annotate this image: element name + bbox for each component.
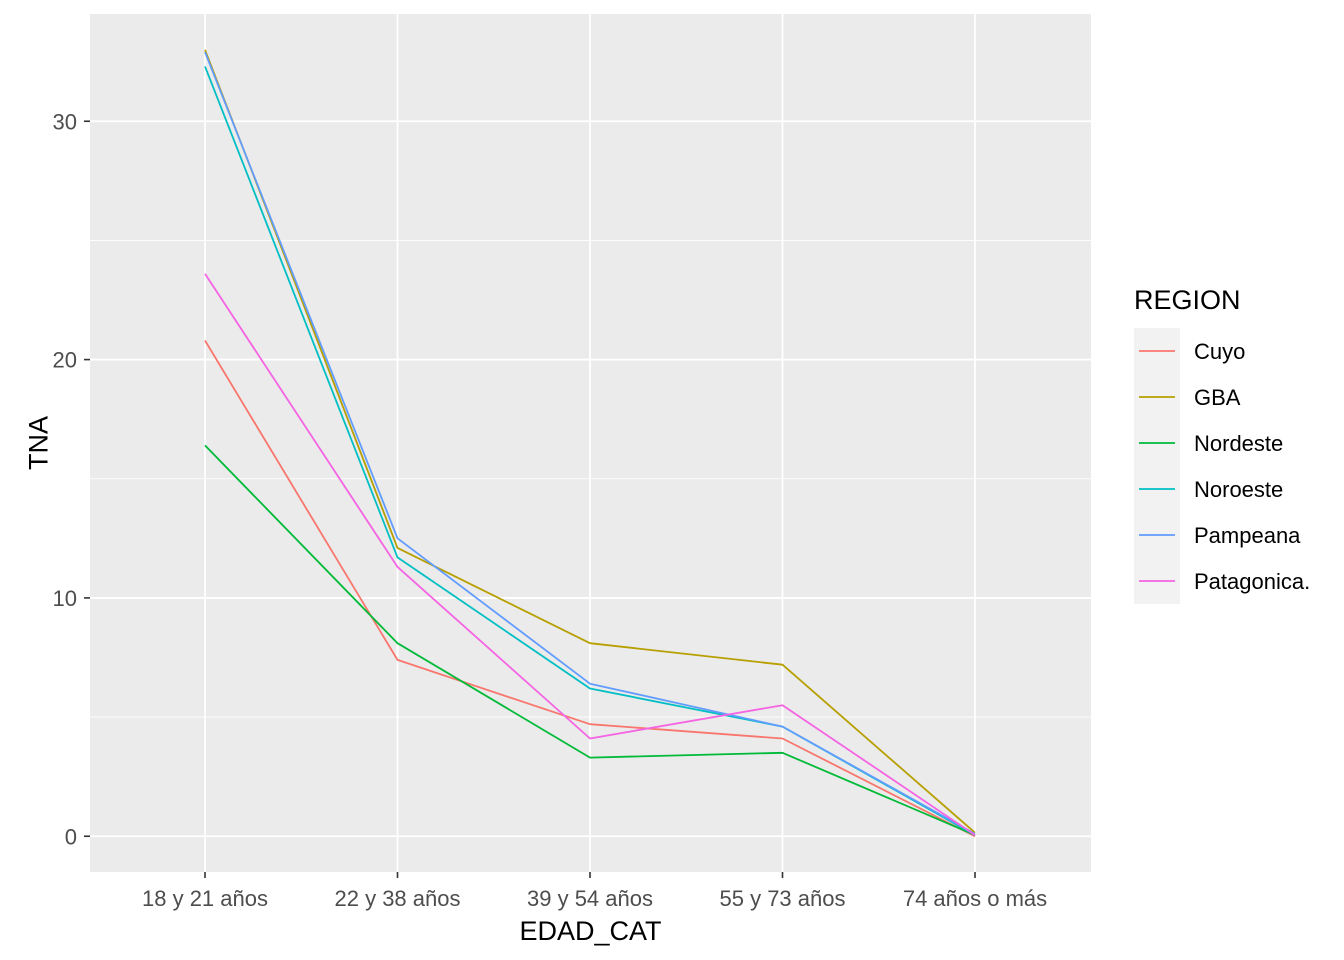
legend-label: Cuyo <box>1194 339 1245 364</box>
legend: REGION Cuyo GBA Nordeste Noroeste Pampeana Pa… <box>1134 285 1310 604</box>
y-axis-title: TNA <box>23 416 53 470</box>
series-lines <box>204 49 976 838</box>
y-axis: 0 10 20 30 <box>53 109 90 849</box>
y-tick-label: 30 <box>53 109 77 134</box>
major-gridlines <box>90 14 1091 872</box>
x-tick-label: 39 y 54 años <box>527 886 653 911</box>
series-line-nordeste <box>204 444 976 836</box>
x-tick-label: 55 y 73 años <box>720 886 846 911</box>
x-tick-label: 22 y 38 años <box>335 886 461 911</box>
x-axis: 18 y 21 años 22 y 38 años 39 y 54 años 55 y… <box>142 872 1047 911</box>
x-tick-label: 74 años o más <box>903 886 1047 911</box>
x-tick-label: 18 y 21 años <box>142 886 268 911</box>
y-tick-label: 20 <box>53 348 77 373</box>
legend-title: REGION <box>1134 285 1241 315</box>
x-axis-title: EDAD_CAT <box>519 916 661 946</box>
y-tick-label: 0 <box>65 824 77 849</box>
y-tick-label: 10 <box>53 586 77 611</box>
legend-label: Nordeste <box>1194 431 1283 456</box>
series-line-patagonica <box>204 273 976 836</box>
legend-label: Patagonica. <box>1194 569 1310 594</box>
series-line-cuyo <box>204 340 976 838</box>
legend-label: Pampeana <box>1194 523 1301 548</box>
legend-label: Noroeste <box>1194 477 1283 502</box>
legend-keys-background <box>1134 328 1180 604</box>
series-line-gba <box>204 49 976 834</box>
legend-label: GBA <box>1194 385 1241 410</box>
series-line-pampeana <box>204 51 976 835</box>
